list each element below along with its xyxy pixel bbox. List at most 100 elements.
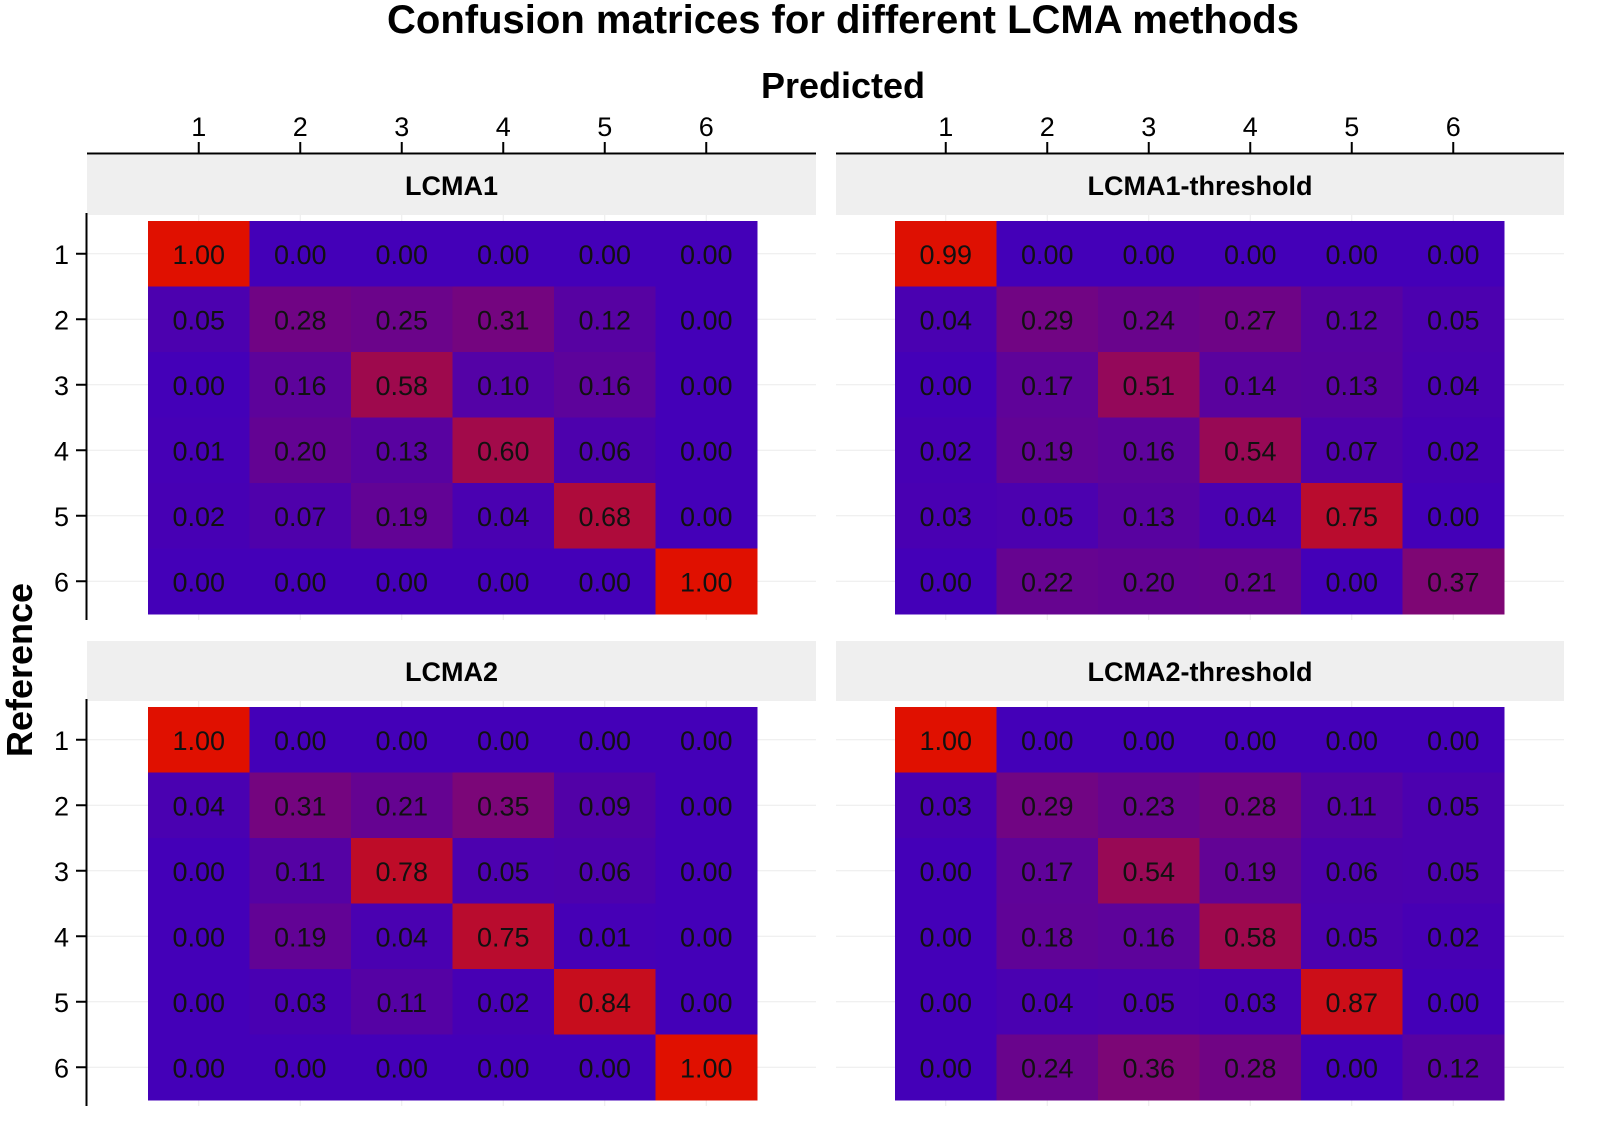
cell-value-label: 0.60 bbox=[477, 436, 530, 466]
heatmap-cell bbox=[996, 286, 1099, 353]
heatmap-cell bbox=[895, 417, 997, 484]
heatmap-cell bbox=[1098, 903, 1200, 970]
cell-value-label: 0.00 bbox=[1325, 567, 1378, 597]
cell-value-label: 0.78 bbox=[375, 857, 428, 887]
heatmap-cell bbox=[895, 707, 997, 773]
heatmap-cell bbox=[1098, 548, 1200, 615]
heatmap-cell bbox=[996, 548, 1099, 615]
chart-title: Confusion matrices for different LCMA me… bbox=[387, 0, 1299, 42]
cell-value-label: 0.04 bbox=[477, 502, 530, 532]
heatmap-cell bbox=[1402, 352, 1505, 418]
heatmap-cell bbox=[895, 772, 997, 839]
heatmap-cell bbox=[554, 417, 656, 484]
heatmap-cell bbox=[655, 969, 758, 1035]
cell-value-label: 0.31 bbox=[274, 791, 327, 821]
cell-value-label: 0.00 bbox=[680, 436, 733, 466]
cell-value-label: 0.31 bbox=[477, 305, 530, 335]
y-tick-label: 2 bbox=[54, 305, 69, 335]
cell-value-label: 0.02 bbox=[172, 502, 225, 532]
heatmap-cell bbox=[1301, 772, 1403, 839]
heatmap-cell bbox=[655, 903, 758, 970]
heatmap-cell bbox=[351, 772, 453, 839]
cell-value-label: 0.00 bbox=[1122, 726, 1175, 756]
heatmap-cell bbox=[554, 548, 656, 615]
panel-strip-label: LCMA2 bbox=[405, 657, 498, 687]
cell-value-label: 0.99 bbox=[919, 240, 972, 270]
heatmap-cell bbox=[895, 548, 997, 615]
cell-value-label: 0.00 bbox=[172, 988, 225, 1018]
x-axis-title: Predicted bbox=[761, 65, 925, 106]
y-tick-label: 1 bbox=[54, 726, 69, 756]
heatmap-cell bbox=[895, 483, 997, 549]
heatmap-cell bbox=[1199, 772, 1302, 839]
heatmap-cell bbox=[452, 1034, 555, 1101]
cell-value-label: 0.04 bbox=[919, 305, 972, 335]
cell-value-label: 0.12 bbox=[1325, 305, 1378, 335]
heatmap-cell bbox=[249, 772, 352, 839]
heatmap-cell bbox=[1301, 417, 1403, 484]
cell-value-label: 0.00 bbox=[680, 371, 733, 401]
heatmap-cell bbox=[452, 772, 555, 839]
x-tick-label: 2 bbox=[293, 112, 308, 142]
cell-value-label: 0.21 bbox=[1224, 567, 1277, 597]
cell-value-label: 0.03 bbox=[274, 988, 327, 1018]
cell-value-label: 0.00 bbox=[1021, 726, 1074, 756]
cell-value-label: 0.19 bbox=[1224, 857, 1277, 887]
cell-value-label: 0.05 bbox=[1427, 791, 1480, 821]
cell-value-label: 1.00 bbox=[172, 726, 225, 756]
heatmap-cell bbox=[148, 903, 250, 970]
heatmap-cell bbox=[452, 221, 555, 287]
heatmap-cell bbox=[148, 548, 250, 615]
cell-value-label: 0.04 bbox=[172, 791, 225, 821]
cell-value-label: 0.12 bbox=[1427, 1053, 1480, 1083]
panel-strip-bg bbox=[87, 155, 816, 215]
cell-value-label: 0.05 bbox=[1427, 857, 1480, 887]
cell-value-label: 0.01 bbox=[578, 922, 631, 952]
heatmap-cell bbox=[1098, 772, 1200, 839]
heatmap-cell bbox=[655, 838, 758, 904]
heatmap-cell bbox=[249, 838, 352, 904]
heatmap-cell bbox=[554, 286, 656, 353]
cell-value-label: 0.00 bbox=[1325, 1053, 1378, 1083]
cell-value-label: 0.19 bbox=[375, 502, 428, 532]
heatmap-cell bbox=[1402, 772, 1505, 839]
heatmap-cell bbox=[1098, 417, 1200, 484]
heatmap-cell bbox=[1301, 352, 1403, 418]
heatmap-cell bbox=[1098, 969, 1200, 1035]
cell-value-label: 0.04 bbox=[375, 922, 428, 952]
cell-value-label: 0.00 bbox=[477, 240, 530, 270]
heatmap-cell bbox=[1301, 903, 1403, 970]
heatmap-cell bbox=[249, 352, 352, 418]
heatmap-cell bbox=[452, 838, 555, 904]
heatmap-cell bbox=[554, 903, 656, 970]
heatmap-cell bbox=[351, 548, 453, 615]
heatmap-cell bbox=[655, 352, 758, 418]
y-tick-label: 4 bbox=[54, 922, 69, 952]
cell-value-label: 0.00 bbox=[172, 567, 225, 597]
heatmap-cell bbox=[655, 483, 758, 549]
cell-value-label: 0.75 bbox=[1325, 502, 1378, 532]
heatmap-cell bbox=[996, 352, 1099, 418]
cell-value-label: 0.00 bbox=[680, 922, 733, 952]
cell-value-label: 0.12 bbox=[578, 305, 631, 335]
heatmap-cell bbox=[1199, 903, 1302, 970]
heatmap-cell bbox=[452, 707, 555, 773]
heatmap-cell bbox=[351, 1034, 453, 1101]
cell-value-label: 0.35 bbox=[477, 791, 530, 821]
x-tick-label: 1 bbox=[191, 112, 206, 142]
heatmap-cell bbox=[351, 838, 453, 904]
cell-value-label: 0.54 bbox=[1224, 436, 1277, 466]
y-tick-label: 4 bbox=[54, 436, 69, 466]
heatmap-cell bbox=[1301, 221, 1403, 287]
cell-value-label: 0.02 bbox=[477, 988, 530, 1018]
heatmap-cell bbox=[554, 352, 656, 418]
heatmap-cell bbox=[148, 352, 250, 418]
cell-value-label: 0.17 bbox=[1021, 371, 1074, 401]
cell-value-label: 0.00 bbox=[578, 567, 631, 597]
cell-value-label: 0.00 bbox=[1224, 726, 1277, 756]
heatmap-cell bbox=[895, 352, 997, 418]
heatmap-cell bbox=[249, 417, 352, 484]
cell-value-label: 0.11 bbox=[1326, 791, 1377, 821]
